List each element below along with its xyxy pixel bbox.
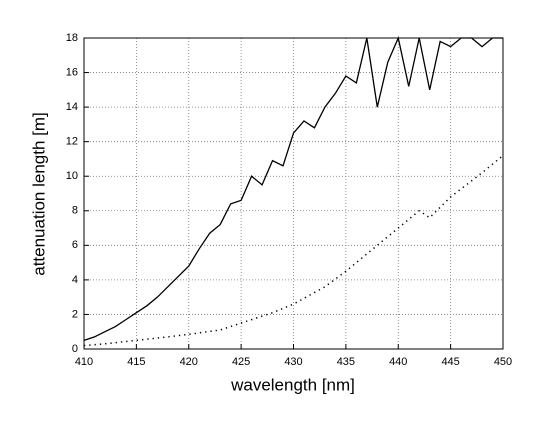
y-axis-label: attenuation length [m]: [29, 112, 48, 276]
y-tick-label: 0: [72, 343, 78, 355]
y-tick-label: 12: [66, 136, 78, 148]
plot-frame: [83, 37, 504, 350]
y-tick-label: 18: [66, 32, 78, 44]
y-tick-label: 14: [66, 101, 78, 113]
x-tick-label: 410: [75, 356, 93, 368]
x-tick-label: 415: [127, 356, 145, 368]
y-tick-label: 2: [72, 308, 78, 320]
data-line: [83, 35, 503, 341]
y-tick-label: 16: [66, 66, 78, 78]
x-tick-label: 435: [337, 356, 355, 368]
x-tick-label: 440: [389, 356, 407, 368]
x-tick-label: 445: [441, 356, 459, 368]
y-tick-label: 8: [72, 205, 78, 217]
x-tick-label: 430: [284, 356, 302, 368]
y-tick-label: 4: [72, 274, 78, 286]
y-tick-label: 10: [66, 170, 78, 182]
x-tick-label: 420: [180, 356, 198, 368]
x-axis-label: wavelength [nm]: [230, 375, 355, 394]
x-tick-label: 425: [232, 356, 250, 368]
y-tick-label: 6: [72, 239, 78, 251]
x-tick-label: 450: [494, 356, 512, 368]
